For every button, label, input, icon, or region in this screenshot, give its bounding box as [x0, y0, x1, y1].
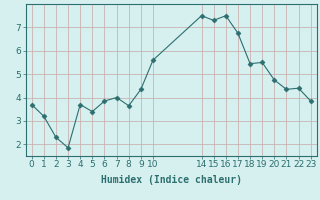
X-axis label: Humidex (Indice chaleur): Humidex (Indice chaleur) — [101, 175, 242, 185]
